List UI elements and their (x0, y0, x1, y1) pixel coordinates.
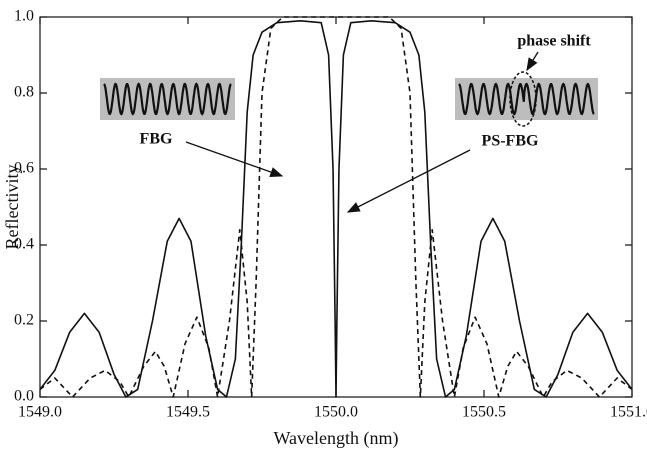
y-tick-label: 0.6 (14, 160, 34, 177)
annotation: phase shift (517, 33, 591, 50)
y-axis-label: Reflectivity (2, 165, 22, 250)
x-tick-label: 1550.5 (462, 404, 506, 421)
x-tick-label: 1551.0 (610, 404, 647, 421)
annotation-arrow (526, 51, 539, 72)
y-tick-label: 1.0 (14, 8, 34, 25)
series-annotation: PS-FBG (482, 133, 539, 150)
x-tick-label: 1550.0 (314, 404, 358, 421)
series-line (39, 20, 633, 398)
y-tick-label: 0.4 (14, 236, 34, 253)
x-axis-label: Wavelength (nm) (273, 428, 398, 449)
annotation-arrow (346, 149, 471, 213)
x-tick-label: 1549.0 (18, 404, 62, 421)
ps-fbg-inset (455, 71, 598, 127)
y-tick-label: 0.0 (14, 388, 34, 405)
annotation-arrow (185, 141, 284, 177)
fbg-inset (100, 78, 235, 120)
y-tick-label: 0.8 (14, 84, 34, 101)
series-annotation: FBG (140, 131, 173, 148)
y-tick-label: 0.2 (14, 312, 34, 329)
x-tick-label: 1549.5 (166, 404, 210, 421)
